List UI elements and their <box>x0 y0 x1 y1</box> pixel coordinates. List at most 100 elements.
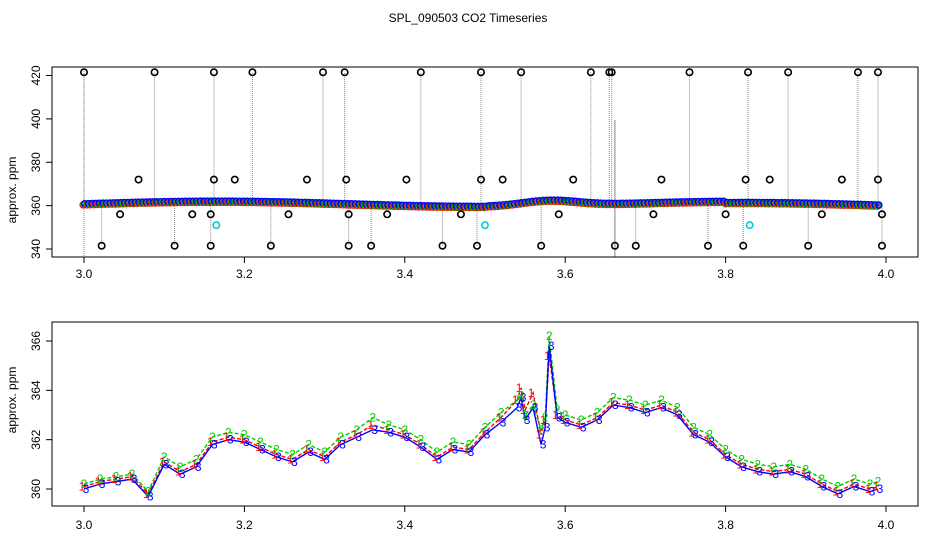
top-spike-marker-high <box>318 68 327 77</box>
bottom-series-2-marker: 2 <box>610 391 617 405</box>
bottom-series-2-marker: 2 <box>626 393 633 407</box>
bottom-series-3-marker: 3 <box>877 482 884 496</box>
bottom-series-2-marker: 2 <box>193 452 200 466</box>
bottom-series-1-marker: 1 <box>448 440 455 454</box>
bottom-series-1-marker: 1 <box>223 430 230 444</box>
top-mid-marker <box>476 175 485 184</box>
top-mid-marker <box>402 175 411 184</box>
bottom-series-3-marker: 3 <box>540 438 547 452</box>
bottom-series-1-marker: 1 <box>415 438 422 452</box>
bottom-series-1-marker: 1 <box>736 457 743 471</box>
bottom-series-1-marker: 1 <box>704 433 711 447</box>
bottom-series-2-marker: 2 <box>538 423 545 437</box>
bottom-series-2-marker: 2 <box>450 435 457 449</box>
top-x-tick-label: 3.6 <box>557 267 574 281</box>
top-spike-marker-high <box>248 68 257 77</box>
top-spike-marker-low <box>170 241 179 250</box>
figure-title: SPL_090503 CO2 Timeseries <box>389 11 548 25</box>
bottom-series-1-marker: 1 <box>127 470 134 484</box>
bottom-series-2-marker: 2 <box>434 445 441 459</box>
bottom-series-1-marker: 1 <box>784 462 791 476</box>
top-x-tick-label: 3.0 <box>76 267 93 281</box>
bottom-series-1-marker: 1 <box>833 484 840 498</box>
bottom-series-1-marker: 1 <box>159 455 166 469</box>
top-spike-marker-high <box>150 68 159 77</box>
bottom-series-2-marker: 2 <box>273 443 280 457</box>
top-x-tick-label: 4.0 <box>878 267 895 281</box>
bottom-series-2-marker: 2 <box>257 435 264 449</box>
bottom-series-3-marker: 3 <box>692 428 699 442</box>
bottom-series-1-marker: 1 <box>592 410 599 424</box>
top-mid-marker <box>284 210 293 219</box>
bottom-series-2-marker: 2 <box>542 410 549 424</box>
bottom-series-1-marker: 1 <box>512 393 519 407</box>
bottom-series-2-marker: 2 <box>417 433 424 447</box>
bottom-series-1-marker: 1 <box>399 428 406 442</box>
bottom-series-3-marker: 3 <box>564 415 571 429</box>
bottom-series-3-marker: 3 <box>516 401 523 415</box>
bottom-series-2-marker: 2 <box>875 475 882 489</box>
top-mid-marker <box>209 175 218 184</box>
top-spike-marker-low <box>631 241 640 250</box>
bottom-series-3-marker: 3 <box>259 443 266 457</box>
top-y-tick-label: 400 <box>29 109 43 129</box>
bottom-x-tick-label: 3.8 <box>717 518 734 532</box>
bottom-series-3-marker: 3 <box>323 452 330 466</box>
bottom-series-2-marker: 2 <box>369 410 376 424</box>
bottom-x-tick-label: 3.4 <box>396 518 413 532</box>
bottom-series-1-marker: 1 <box>544 349 551 363</box>
bottom-series-1-marker: 1 <box>271 447 278 461</box>
bottom-x-tick-label: 3.6 <box>557 518 574 532</box>
top-mid-marker <box>877 210 886 219</box>
bottom-series-3-marker: 3 <box>524 413 531 427</box>
bottom-series-3-marker: 3 <box>115 475 122 489</box>
bottom-series-2-marker: 2 <box>690 420 697 434</box>
top-spike-marker-high <box>605 68 614 77</box>
bottom-series-2-marker: 2 <box>113 470 120 484</box>
bottom-series-2-marker: 2 <box>554 403 561 417</box>
bottom-series-2-marker: 2 <box>835 480 842 494</box>
bottom-series-3-marker: 3 <box>387 425 394 439</box>
bottom-series-1-marker: 1 <box>111 472 118 486</box>
bottom-series-1-marker: 1 <box>464 443 471 457</box>
bottom-series-1-marker: 1 <box>849 477 856 491</box>
bottom-series-3-marker: 3 <box>772 467 779 481</box>
top-y-tick-label: 380 <box>29 152 43 172</box>
bottom-series-1-marker: 1 <box>865 482 872 496</box>
bottom-series-2-marker: 2 <box>722 443 729 457</box>
top-spike-marker-low <box>739 241 748 250</box>
bottom-series-1-marker: 1 <box>239 433 246 447</box>
top-spike-marker-low <box>472 241 481 250</box>
bottom-series-1-line <box>83 355 879 496</box>
bottom-series-3-marker: 3 <box>291 455 298 469</box>
bottom-series-1-marker: 1 <box>351 428 358 442</box>
bottom-series-2-marker: 2 <box>337 430 344 444</box>
bottom-series-1-marker: 1 <box>335 435 342 449</box>
bottom-series-2-marker: 2 <box>289 447 296 461</box>
bottom-series-2-marker: 2 <box>241 428 248 442</box>
bottom-series-3-marker: 3 <box>544 420 551 434</box>
top-mid-marker <box>765 175 774 184</box>
bottom-series-2-marker: 2 <box>674 401 681 415</box>
top-spike-markers <box>80 68 886 250</box>
bottom-series-1-marker: 1 <box>528 386 535 400</box>
bottom-series-3-marker: 3 <box>708 435 715 449</box>
bottom-series-2-marker: 2 <box>482 420 489 434</box>
bottom-series-3-marker: 3 <box>660 401 667 415</box>
bottom-y-tick-label: 366 <box>29 331 43 351</box>
top-series-points <box>79 196 883 212</box>
bottom-series-3-marker: 3 <box>419 440 426 454</box>
top-spike-marker-high <box>340 68 349 77</box>
bottom-series-1-marker: 1 <box>720 447 727 461</box>
top-mid-marker <box>554 210 563 219</box>
bottom-series-3-marker: 3 <box>740 460 747 474</box>
bottom-series-1-marker: 1 <box>768 465 775 479</box>
bottom-x-axis: 3.0 3.2 3.4 3.6 3.8 4.0 <box>76 505 895 532</box>
top-spike-marker-low <box>438 241 447 250</box>
top-panel: 3.0 3.2 3.4 3.6 3.8 4.0 340 360 380 400 420 appro… <box>5 65 919 281</box>
bottom-y-axis-label: approx. ppm <box>5 367 19 434</box>
bottom-series-2-marker: 2 <box>466 438 473 452</box>
top-spike-marker-low <box>804 241 813 250</box>
bottom-series-1-marker: 1 <box>516 381 523 395</box>
